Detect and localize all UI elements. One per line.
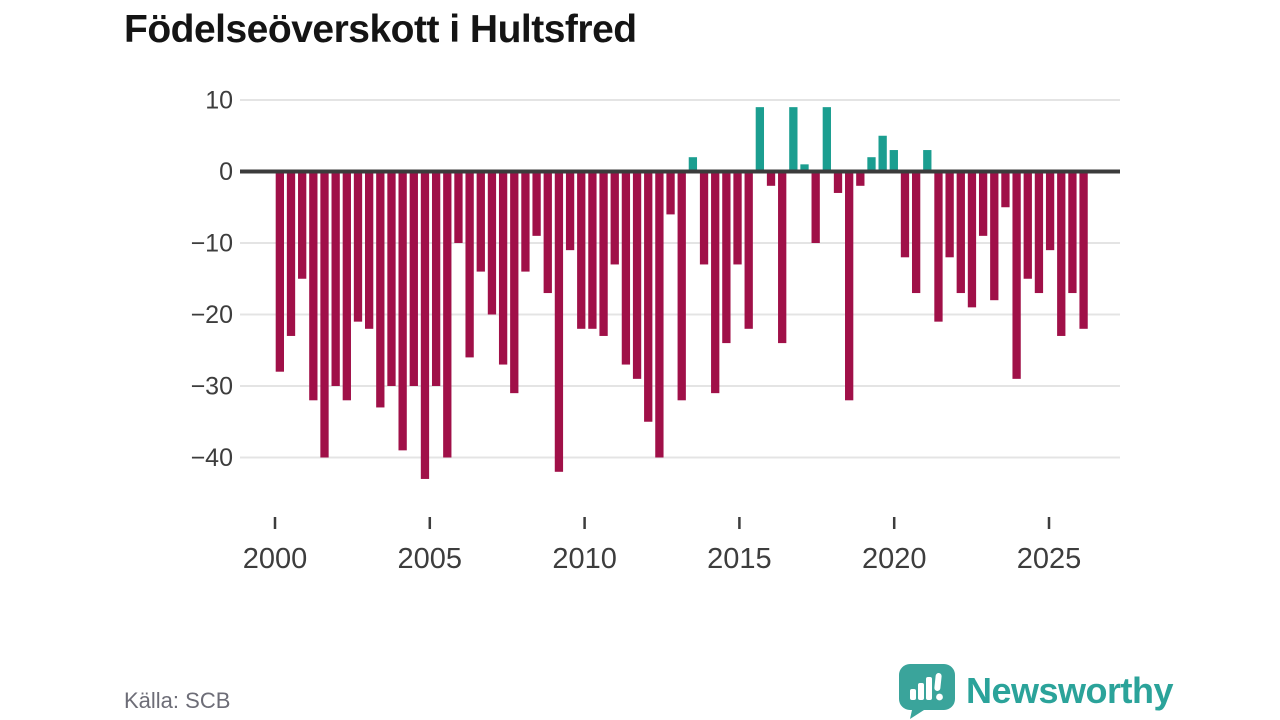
bar-negative	[465, 171, 474, 358]
bar-negative	[409, 171, 418, 386]
bar-negative	[911, 171, 921, 294]
bar-negative	[1023, 171, 1032, 279]
bar-negative	[487, 171, 497, 315]
bar-negative	[945, 171, 954, 258]
bar-negative	[1012, 171, 1021, 379]
bar-negative	[621, 171, 631, 365]
bar-negative	[1079, 171, 1088, 329]
bar-negative	[744, 171, 753, 329]
bar-negative	[833, 171, 843, 193]
x-tick-label: 2020	[862, 543, 927, 575]
bar-negative	[543, 171, 552, 294]
bar-negative	[521, 171, 530, 272]
bar-negative	[632, 171, 642, 379]
bar-negative	[610, 171, 619, 265]
bar-negative	[722, 171, 731, 344]
bar-negative	[1068, 171, 1077, 294]
bar-positive	[800, 164, 809, 172]
bar-positive	[867, 157, 876, 172]
bar-negative	[655, 171, 664, 458]
bar-positive	[755, 107, 765, 172]
x-tick-label: 2025	[1017, 543, 1082, 575]
newsworthy-logo-icon	[899, 664, 955, 719]
bar-negative	[644, 171, 653, 422]
bar-negative	[967, 171, 977, 308]
y-tick-label: −30	[191, 373, 233, 401]
bar-negative	[320, 171, 329, 458]
bar-negative	[1034, 171, 1044, 294]
bar-negative	[565, 171, 575, 251]
y-tick-label: −10	[191, 230, 233, 258]
bar-negative	[990, 171, 999, 301]
bar-negative	[733, 171, 742, 265]
logo-mini-bar-1	[910, 689, 916, 700]
bar-negative	[900, 171, 910, 258]
bar-negative	[856, 171, 865, 186]
bar-negative	[677, 171, 686, 401]
bar-negative	[498, 171, 508, 365]
bar-positive	[878, 135, 887, 172]
bar-positive	[923, 150, 932, 172]
y-tick-label: 0	[219, 158, 233, 186]
bar-negative	[1057, 171, 1066, 336]
bar-negative	[766, 171, 776, 186]
bar-negative	[956, 171, 965, 294]
logo-mini-bar-2	[918, 683, 924, 700]
bar-negative	[398, 171, 407, 451]
bar-negative	[599, 171, 608, 336]
bar-negative	[342, 171, 351, 401]
bar-negative	[699, 171, 709, 265]
bar-negative	[476, 171, 485, 272]
x-tick-label: 2015	[707, 543, 772, 575]
bar-negative	[845, 171, 854, 401]
y-tick-label: −20	[191, 301, 233, 329]
bar-negative	[353, 171, 363, 322]
bar-negative	[811, 171, 820, 243]
bar-negative	[420, 171, 430, 479]
bar-negative	[275, 171, 284, 372]
bar-positive	[822, 107, 831, 172]
x-tick-label: 2000	[243, 543, 308, 575]
bar-negative	[1045, 171, 1055, 251]
x-tick-label: 2005	[398, 543, 463, 575]
bar-negative	[532, 171, 541, 236]
newsworthy-logo-text: Newsworthy	[966, 670, 1174, 711]
bar-negative	[365, 171, 374, 329]
source-caption: Källa: SCB	[124, 688, 231, 713]
bar-negative	[554, 171, 564, 472]
logo-exclamation-dot	[936, 693, 943, 701]
chart-title: Födelseöverskott i Hultsfred	[124, 8, 637, 51]
y-tick-label: −40	[191, 444, 233, 472]
bar-negative	[387, 171, 396, 386]
bar-negative	[286, 171, 296, 336]
bar-negative	[666, 171, 675, 215]
x-tick-label: 2010	[552, 543, 617, 575]
bar-negative	[376, 171, 385, 408]
bar-positive	[688, 157, 698, 172]
bar-negative	[588, 171, 597, 329]
bar-positive	[789, 107, 798, 172]
bar-negative	[1001, 171, 1010, 208]
logo-mini-bar-3	[926, 677, 932, 700]
bar-negative	[934, 171, 943, 322]
bar-negative	[431, 171, 441, 386]
bar-negative	[711, 171, 720, 394]
bar-negative	[331, 171, 340, 386]
y-tick-label: 10	[205, 87, 233, 115]
bar-negative	[454, 171, 463, 243]
bar-negative	[309, 171, 318, 401]
bar-negative	[978, 171, 988, 236]
newsworthy-logo: Newsworthy	[898, 663, 1174, 719]
bar-positive	[889, 150, 898, 172]
bar-negative	[510, 171, 519, 394]
bar-negative	[443, 171, 452, 458]
logo-exclamation-bar	[934, 673, 942, 691]
bar-negative	[298, 171, 307, 279]
bar-negative	[577, 171, 586, 329]
bar-negative	[778, 171, 787, 344]
